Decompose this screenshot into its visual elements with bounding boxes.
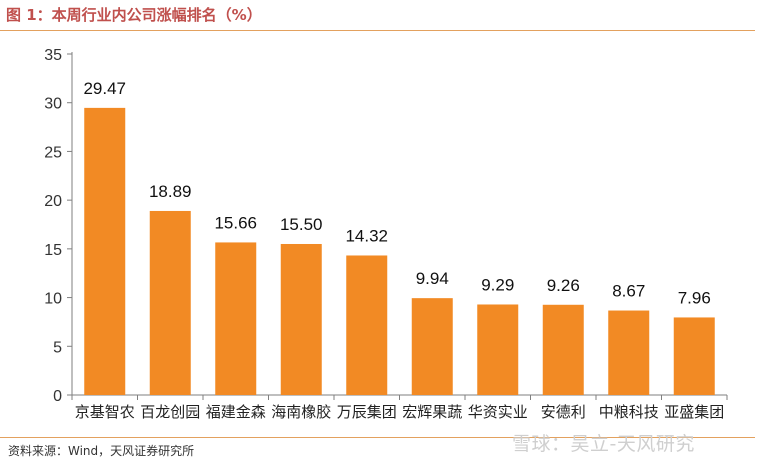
y-tick-label: 5: [53, 339, 62, 356]
bar: [346, 255, 388, 395]
bar: [673, 317, 715, 395]
chart-bars: 29.47 京基智农 18.89 百龙创园 15.66 福建金森 15.50 海南橡胶 14.3…: [75, 79, 725, 421]
bar-value-label: 8.67: [612, 282, 645, 301]
bar-value-label: 15.66: [214, 213, 257, 232]
category-label: 亚盛集团: [664, 403, 724, 421]
y-tick-label: 20: [44, 193, 62, 210]
category-label: 京基智农: [75, 403, 135, 421]
bar: [149, 210, 191, 395]
bar: [542, 304, 584, 395]
y-tick-label: 25: [44, 144, 62, 161]
category-label: 中粮科技: [599, 403, 659, 421]
title-divider: [0, 30, 755, 31]
y-tick-label: 30: [44, 96, 62, 113]
y-tick-label: 0: [53, 388, 62, 405]
category-label: 万辰集团: [337, 403, 397, 421]
y-tick-label: 35: [44, 47, 62, 64]
y-tick-label: 15: [44, 242, 62, 259]
bar-value-label: 9.29: [481, 275, 514, 294]
figure-title: 图 1：本周行业内公司涨幅排名（%）: [6, 6, 262, 24]
bar: [608, 310, 650, 395]
bar: [411, 298, 453, 395]
watermark: 雪球：吴立-天风研究: [512, 433, 695, 455]
bar: [215, 242, 257, 395]
bar-value-label: 9.26: [547, 276, 580, 295]
bar: [84, 107, 126, 396]
bar-value-label: 18.89: [149, 182, 192, 201]
category-label: 百龙创园: [140, 403, 200, 421]
source-note: 资料来源：Wind，天风证券研究所: [8, 444, 195, 458]
bar: [280, 243, 322, 395]
footer-divider: [0, 437, 755, 438]
category-label: 华资实业: [468, 403, 528, 421]
bar-value-label: 15.50: [280, 215, 323, 234]
bar-value-label: 9.94: [416, 269, 449, 288]
bar-value-label: 7.96: [678, 288, 711, 307]
category-label: 安德利: [541, 403, 586, 421]
bar: [477, 304, 519, 395]
category-label: 宏辉果蔬: [402, 403, 462, 421]
category-label: 海南橡胶: [271, 403, 331, 421]
bar-value-label: 14.32: [345, 226, 388, 245]
bar-value-label: 29.47: [83, 79, 126, 98]
y-tick-label: 10: [44, 291, 62, 308]
category-label: 福建金森: [206, 403, 266, 421]
